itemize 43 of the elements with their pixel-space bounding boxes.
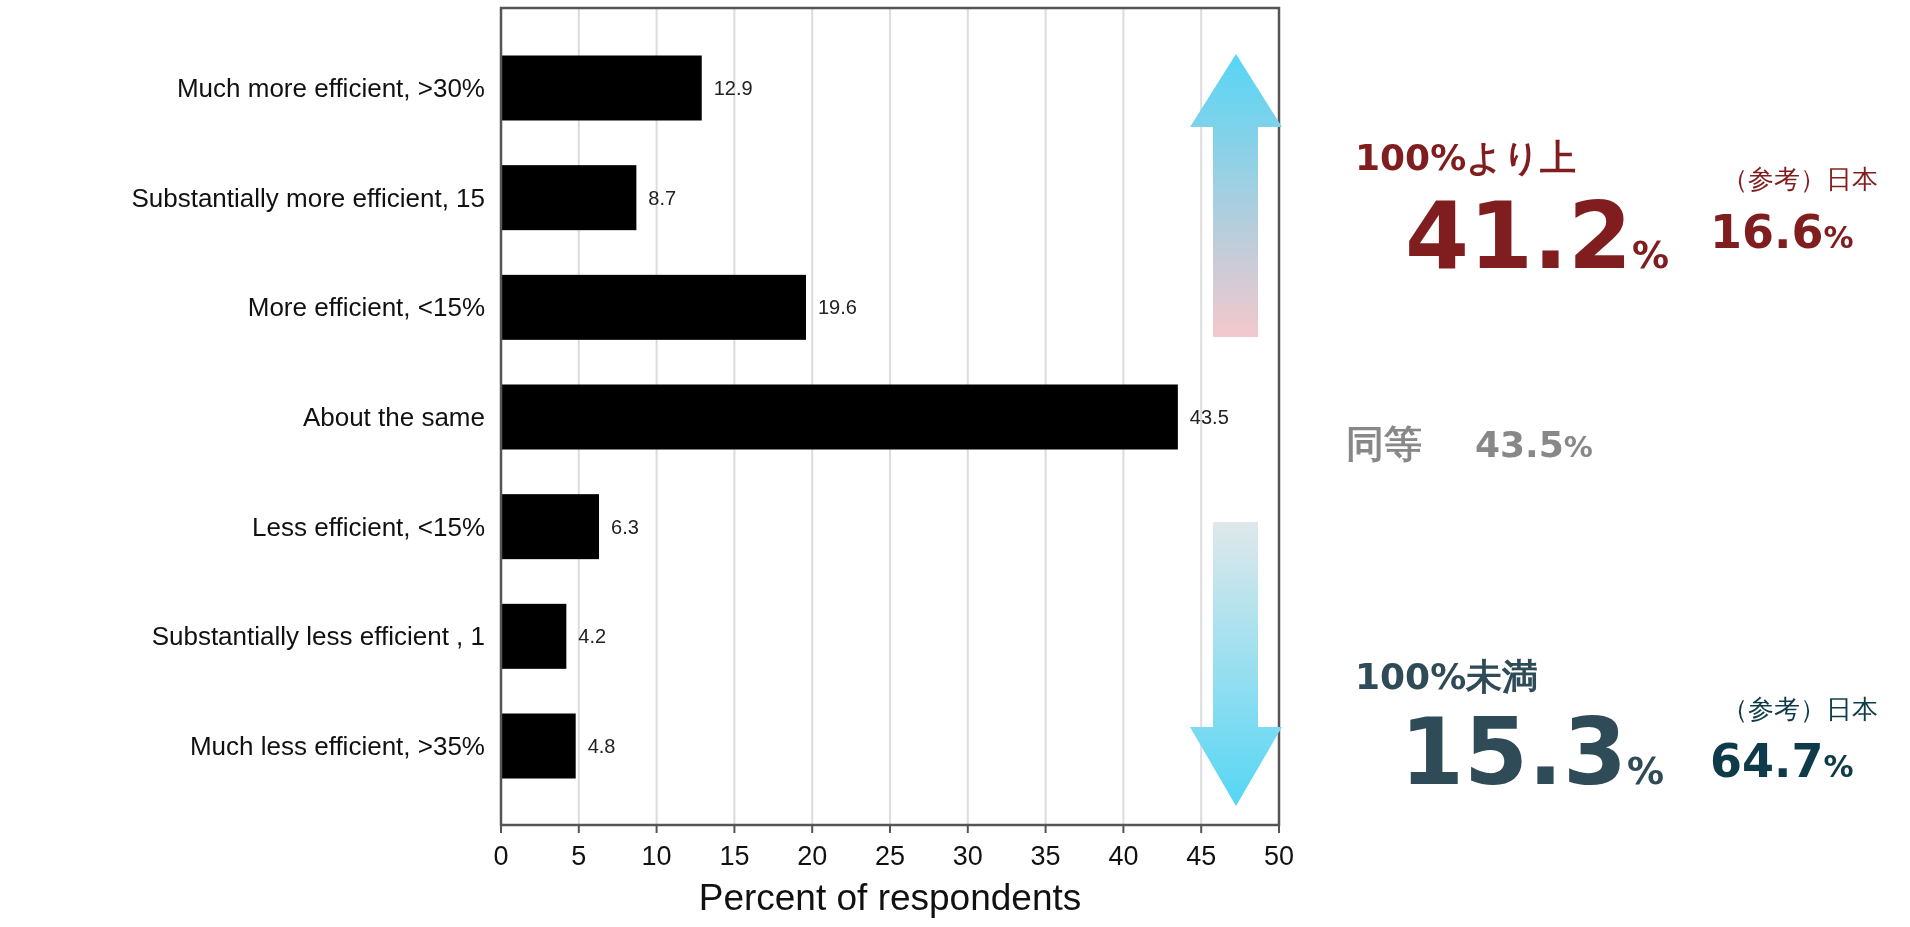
- data-label: 6.3: [611, 515, 639, 538]
- data-label: 8.7: [648, 186, 677, 209]
- bar: [501, 165, 637, 231]
- bar: [501, 55, 702, 121]
- data-label: 12.9: [713, 77, 753, 99]
- y-tick-label: Much more efficient, >30%: [176, 73, 485, 103]
- x-tick-label: 30: [952, 841, 983, 871]
- data-label: 4.8: [587, 735, 616, 757]
- y-tick-label: Less efficient, <15%: [252, 511, 485, 542]
- text: 64.7%: [1710, 734, 1854, 788]
- y-tick-label: Substantially more efficient, 15: [131, 182, 485, 213]
- bar: [501, 494, 600, 560]
- data-label: 4.2: [578, 625, 607, 648]
- bar: [501, 274, 806, 340]
- x-tick-label: 10: [641, 841, 672, 871]
- text: 43.5%: [1475, 424, 1593, 465]
- y-tick-label: About the same: [302, 402, 485, 432]
- text: 同等: [1346, 422, 1422, 466]
- x-tick-label: 35: [1030, 841, 1061, 871]
- x-tick-label: 15: [719, 841, 750, 871]
- y-tick-label: More efficient, <15%: [247, 292, 485, 323]
- text: （参考）日本: [1722, 164, 1878, 194]
- text: 41.2%: [1405, 183, 1670, 290]
- x-tick-label: 50: [1263, 841, 1295, 871]
- text: 100%未満: [1355, 656, 1539, 697]
- data-label: 19.6: [817, 296, 857, 319]
- x-axis-title: Percent of respondents: [698, 877, 1082, 918]
- bar: [501, 603, 567, 669]
- text: （参考）日本: [1722, 694, 1878, 724]
- x-tick-label: 0: [493, 841, 509, 871]
- text: 15.3%: [1400, 699, 1665, 806]
- x-tick-label: 20: [797, 841, 828, 871]
- bar: [501, 384, 1178, 450]
- x-tick-label: 5: [571, 841, 587, 871]
- y-tick-label: Much less efficient, >35%: [189, 731, 485, 761]
- x-tick-label: 40: [1108, 841, 1139, 871]
- y-tick-label: Substantially less efficient , 1: [151, 621, 485, 652]
- bar: [501, 713, 576, 779]
- data-label: 43.5: [1189, 406, 1229, 428]
- x-tick-label: 45: [1186, 841, 1217, 871]
- x-tick-label: 25: [874, 841, 906, 871]
- text: 16.6%: [1710, 205, 1854, 259]
- text: 100%より上: [1355, 137, 1577, 178]
